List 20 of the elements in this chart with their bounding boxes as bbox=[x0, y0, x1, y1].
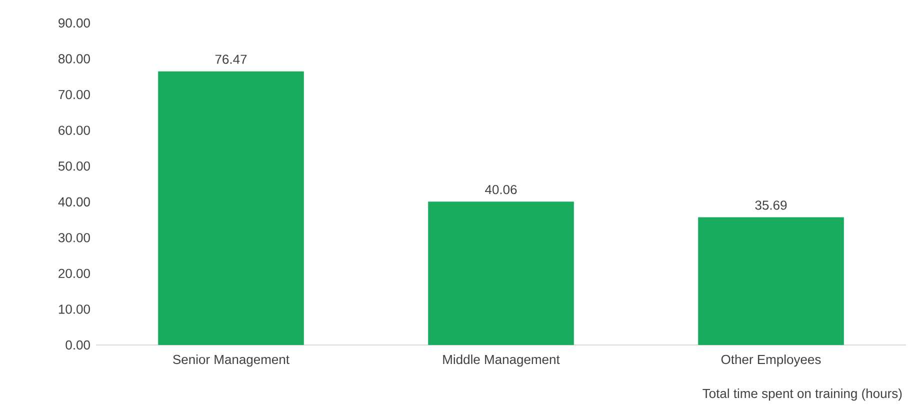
y-tick-label: 40.00 bbox=[58, 197, 90, 206]
x-tick-label: Senior Management bbox=[173, 354, 290, 367]
y-tick-label: 50.00 bbox=[58, 162, 90, 171]
bar bbox=[158, 71, 304, 345]
data-label: 76.47 bbox=[215, 54, 247, 64]
data-label: 40.06 bbox=[485, 184, 517, 194]
y-tick-label: 90.00 bbox=[58, 18, 90, 28]
y-tick-label: 60.00 bbox=[58, 126, 90, 135]
y-tick-label: 80.00 bbox=[58, 54, 90, 64]
y-tick-label: 70.00 bbox=[58, 90, 90, 100]
x-axis-title: Total time spent on training (hours) bbox=[702, 388, 902, 401]
x-tick-label: Other Employees bbox=[721, 354, 821, 367]
y-tick-label: 30.00 bbox=[58, 233, 90, 242]
y-tick-label: 0.00 bbox=[66, 340, 90, 350]
bar bbox=[428, 202, 574, 345]
y-tick-label: 20.00 bbox=[58, 268, 90, 278]
x-tick-label: Middle Management bbox=[443, 354, 560, 367]
y-tick-label: 10.00 bbox=[58, 304, 90, 314]
data-label: 35.69 bbox=[755, 200, 787, 210]
bar bbox=[698, 217, 844, 345]
